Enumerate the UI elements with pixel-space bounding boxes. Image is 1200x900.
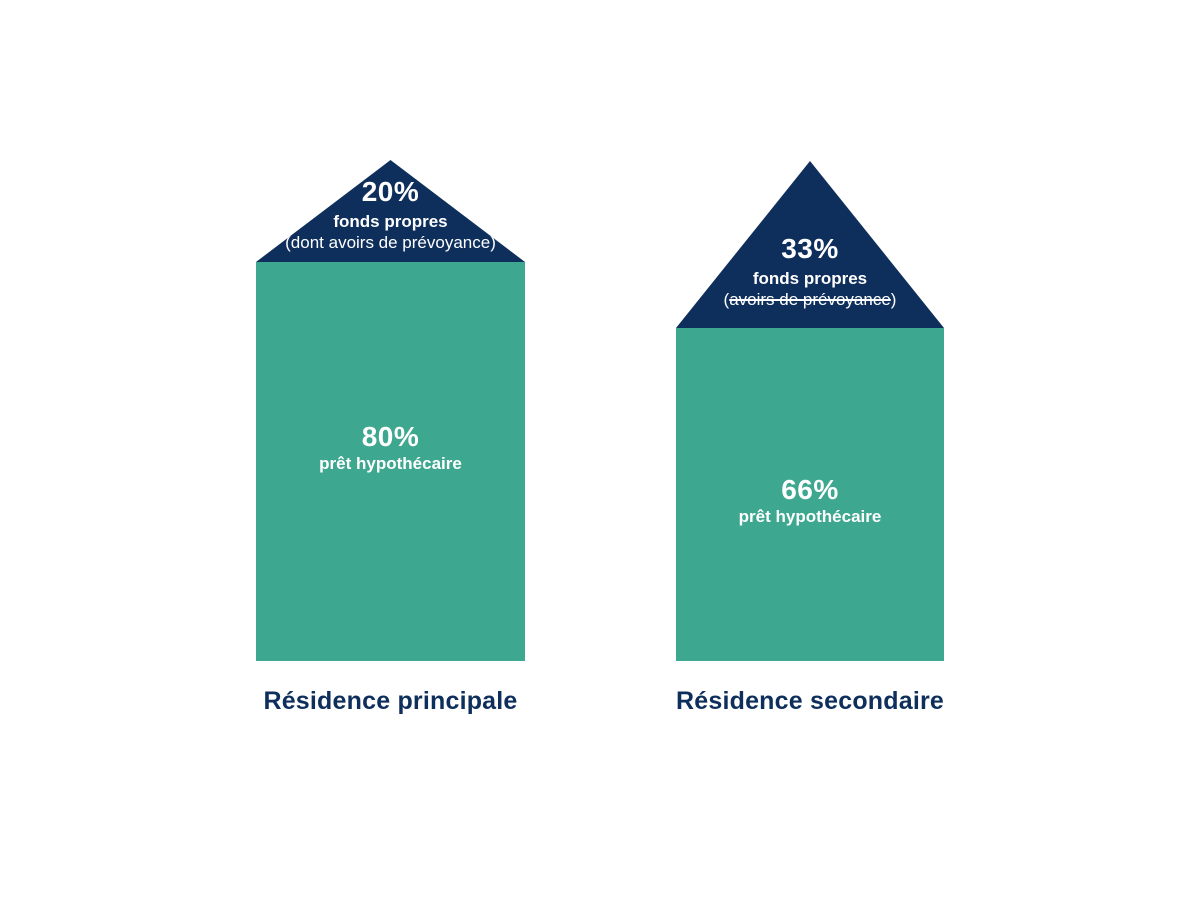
roof-segment-fonds-propres-principale: 20% fonds propres (dont avoirs de prévoy… <box>256 160 525 262</box>
body-title: prêt hypothécaire <box>738 506 882 526</box>
roof-note: (avoirs de prévoyance) <box>724 290 897 310</box>
house-residence-principale: 20% fonds propres (dont avoirs de prévoy… <box>256 160 525 716</box>
house-label-secondaire: Résidence secondaire <box>676 687 945 715</box>
roof-note: (dont avoirs de prévoyance) <box>285 233 496 253</box>
body-percent: 66% <box>781 473 839 505</box>
body-text-group: 80% prêt hypothécaire <box>319 421 462 474</box>
roof-note-close: ) <box>490 232 496 252</box>
roof-note-open: ( <box>723 289 730 309</box>
roof-percent: 20% <box>361 176 420 208</box>
roof-percent: 33% <box>781 233 839 265</box>
house-residence-secondaire: 33% fonds propres (avoirs de prévoyance)… <box>676 161 944 716</box>
body-text-group: 66% prêt hypothécaire <box>739 474 882 527</box>
body-segment-pret-hypothecaire-principale: 80% prêt hypothécaire <box>256 262 525 661</box>
house-label-principale: Résidence principale <box>263 687 518 715</box>
body-percent: 80% <box>361 420 420 452</box>
roof-title: fonds propres <box>752 269 868 289</box>
roof-title: fonds propres <box>333 212 448 232</box>
roof-note-text: avoirs de prévoyance <box>328 232 491 252</box>
roof-note-text: avoirs de prévoyance <box>729 289 891 309</box>
roof-note-open: (dont <box>285 232 329 252</box>
body-title: prêt hypothécaire <box>319 453 462 473</box>
body-segment-pret-hypothecaire-secondaire: 66% prêt hypothécaire <box>676 328 944 661</box>
roof-segment-fonds-propres-secondaire: 33% fonds propres (avoirs de prévoyance) <box>676 161 944 328</box>
roof-note-close: ) <box>890 289 897 309</box>
